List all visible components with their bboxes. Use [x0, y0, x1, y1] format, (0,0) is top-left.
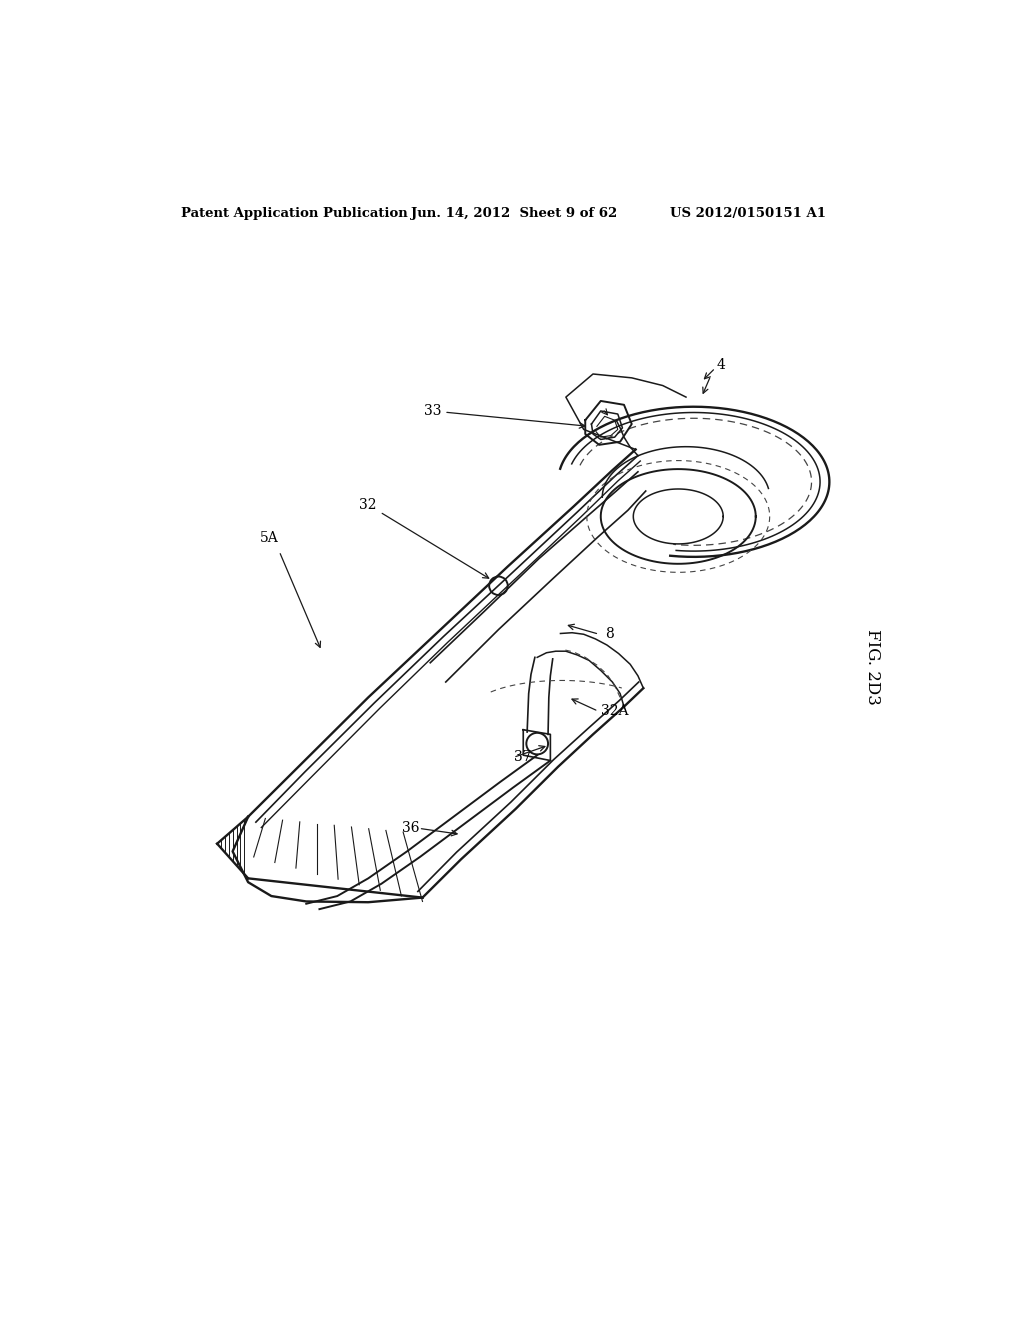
Text: 37: 37: [514, 751, 531, 764]
Text: 5A: 5A: [260, 531, 279, 545]
Text: 33: 33: [424, 404, 585, 428]
Text: Patent Application Publication: Patent Application Publication: [180, 207, 408, 220]
Text: US 2012/0150151 A1: US 2012/0150151 A1: [671, 207, 826, 220]
Text: 8: 8: [604, 627, 613, 642]
Text: 32A: 32A: [601, 705, 629, 718]
Text: 36: 36: [402, 821, 420, 836]
Text: 32: 32: [359, 498, 488, 578]
Text: FIG. 2D3: FIG. 2D3: [863, 628, 881, 705]
Text: Jun. 14, 2012  Sheet 9 of 62: Jun. 14, 2012 Sheet 9 of 62: [411, 207, 617, 220]
Text: 4: 4: [717, 358, 725, 372]
